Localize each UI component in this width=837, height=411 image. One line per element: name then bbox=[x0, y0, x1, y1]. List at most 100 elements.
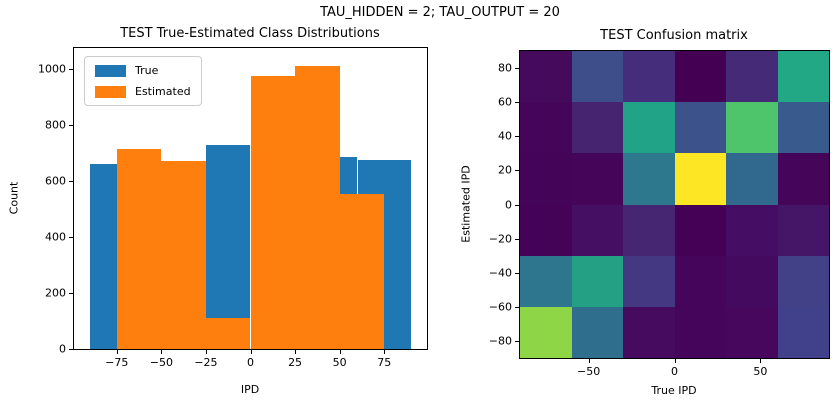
cm-cell-r1-c5 bbox=[777, 102, 829, 154]
cm-cell-r0-c4 bbox=[726, 51, 778, 103]
hist-ytick-600-label: 600 bbox=[45, 174, 66, 188]
cm-cell-r5-c3 bbox=[674, 306, 726, 358]
cm-cell-r4-c5 bbox=[777, 255, 829, 307]
histogram-xlabel: IPD bbox=[240, 383, 260, 396]
legend-label: Estimated bbox=[135, 85, 191, 98]
cm-ytick--20-mark bbox=[515, 238, 519, 240]
cm-cell-r4-c4 bbox=[726, 255, 778, 307]
cm-cell-r3-c3 bbox=[674, 204, 726, 256]
cm-ytick--80-mark bbox=[515, 340, 519, 342]
cm-cell-r0-c0 bbox=[520, 51, 572, 103]
histogram-bars bbox=[74, 48, 427, 349]
cm-cell-r2-c4 bbox=[726, 153, 778, 205]
cm-xtick-50-mark bbox=[760, 359, 762, 363]
cm-cell-r0-c1 bbox=[571, 51, 623, 103]
cm-ytick-40-label: 40 bbox=[498, 129, 512, 143]
cm-cell-r2-c0 bbox=[520, 153, 572, 205]
hist-bar-estimated-4 bbox=[295, 66, 340, 349]
cm-cell-r1-c3 bbox=[674, 102, 726, 154]
hist-bar-estimated-0 bbox=[116, 148, 162, 349]
cm-cell-r3-c1 bbox=[571, 204, 623, 256]
hist-bar-true-1 bbox=[205, 144, 251, 349]
cm-ytick-20-mark bbox=[515, 170, 519, 172]
cm-cell-r3-c0 bbox=[520, 204, 572, 256]
cm-cell-r1-c0 bbox=[520, 102, 572, 154]
cm-cell-r0-c2 bbox=[623, 51, 675, 103]
cm-cell-r4-c2 bbox=[623, 255, 675, 307]
hist-xtick-0-mark bbox=[250, 350, 252, 354]
cm-cell-r5-c2 bbox=[623, 306, 675, 358]
hist-ytick-600-mark bbox=[69, 181, 73, 182]
hist-ytick-200-mark bbox=[69, 293, 73, 294]
cm-ytick-80-mark bbox=[515, 68, 519, 70]
cm-cell-r2-c2 bbox=[623, 153, 675, 205]
histogram-axes: True Estimated bbox=[73, 47, 428, 350]
hist-xtick-75-mark bbox=[384, 350, 386, 354]
cm-ytick--20-label: −20 bbox=[488, 232, 512, 246]
hist-ytick-0-label: 0 bbox=[59, 342, 66, 356]
legend-label: True bbox=[135, 64, 159, 77]
cm-cell-r4-c1 bbox=[571, 255, 623, 307]
histogram-ylabel: Count bbox=[7, 181, 21, 215]
cm-cell-r2-c3 bbox=[674, 153, 726, 205]
cm-ytick-0-label: 0 bbox=[505, 198, 512, 211]
hist-xtick-25-label: 25 bbox=[288, 356, 303, 369]
cm-cell-r4-c3 bbox=[674, 255, 726, 307]
cm-cell-r1-c1 bbox=[571, 102, 623, 154]
legend: True Estimated bbox=[84, 56, 202, 106]
histogram-title: TEST True-Estimated Class Distributions bbox=[120, 26, 380, 41]
hist-ytick-0-mark bbox=[69, 349, 73, 350]
hist-xtick--75-mark bbox=[116, 350, 118, 354]
hist-ytick-800-mark bbox=[69, 125, 73, 126]
cm-cell-r3-c5 bbox=[777, 204, 829, 256]
cm-cell-r3-c4 bbox=[726, 204, 778, 256]
cm-cell-r2-c1 bbox=[571, 153, 623, 205]
cm-ytick--40-label: −40 bbox=[488, 266, 512, 280]
cm-ytick-0-mark bbox=[515, 204, 519, 206]
hist-xtick--25-label: −25 bbox=[194, 356, 218, 369]
hist-ytick-400-label: 400 bbox=[45, 230, 66, 244]
cm-xtick--50-mark bbox=[588, 359, 590, 363]
cm-cell-r3-c2 bbox=[623, 204, 675, 256]
confusion-matrix-title: TEST Confusion matrix bbox=[600, 28, 748, 43]
hist-ytick-1000-label: 1000 bbox=[38, 62, 66, 76]
cm-cell-r5-c5 bbox=[777, 306, 829, 358]
cm-ytick-80-label: 80 bbox=[498, 61, 512, 75]
legend-swatch-estimated bbox=[95, 85, 126, 98]
cm-cell-r5-c0 bbox=[520, 306, 572, 358]
cm-xtick-50-label: 50 bbox=[753, 365, 768, 378]
hist-ytick-200-label: 200 bbox=[45, 286, 66, 300]
hist-xtick-50-label: 50 bbox=[332, 356, 347, 369]
hist-bar-estimated-2 bbox=[205, 318, 251, 349]
cm-ytick--60-mark bbox=[515, 306, 519, 308]
cm-cell-r0-c3 bbox=[674, 51, 726, 103]
hist-xtick--50-mark bbox=[161, 350, 163, 354]
cm-ytick--60-label: −60 bbox=[488, 300, 512, 314]
legend-swatch-true bbox=[95, 64, 126, 77]
cm-cell-r0-c5 bbox=[777, 51, 829, 103]
cm-cell-r1-c2 bbox=[623, 102, 675, 154]
cm-ytick--40-mark bbox=[515, 272, 519, 274]
cm-xtick-0-label: 0 bbox=[671, 365, 678, 378]
legend-entry-true: True bbox=[95, 64, 191, 77]
hist-bar-estimated-3 bbox=[250, 76, 296, 349]
hist-xtick-75-label: 75 bbox=[377, 356, 392, 369]
cm-cell-r5-c4 bbox=[726, 306, 778, 358]
cm-cell-r4-c0 bbox=[520, 255, 572, 307]
cm-cell-r5-c1 bbox=[571, 306, 623, 358]
cm-cell-r2-c5 bbox=[777, 153, 829, 205]
cm-ytick-20-label: 20 bbox=[498, 163, 512, 177]
confusion-matrix-grid bbox=[520, 51, 829, 358]
hist-xtick--25-mark bbox=[205, 350, 207, 354]
hist-bar-true-0 bbox=[90, 164, 117, 349]
hist-bar-estimated-5 bbox=[339, 193, 385, 349]
cm-xtick--50-label: −50 bbox=[577, 365, 601, 378]
cm-ytick--80-label: −80 bbox=[488, 334, 512, 348]
cm-cell-r1-c4 bbox=[726, 102, 778, 154]
cm-ytick-60-mark bbox=[515, 102, 519, 104]
cm-ytick-60-label: 60 bbox=[498, 95, 512, 109]
confusion-matrix-axes bbox=[519, 50, 830, 359]
legend-entry-estimated: Estimated bbox=[95, 85, 191, 98]
hist-xtick-50-mark bbox=[339, 350, 341, 354]
